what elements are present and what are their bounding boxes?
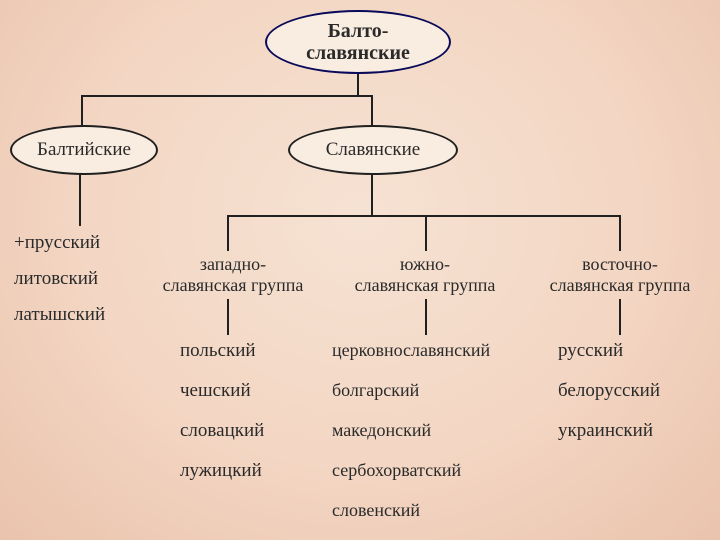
leaf-east_langs-0: русский	[558, 340, 623, 362]
leaf-south_langs-4: словенский	[332, 500, 420, 521]
leaf-baltic_langs-0: +прусский	[14, 232, 100, 254]
leaf-east_langs-2: украинский	[558, 420, 653, 442]
leaf-baltic_langs-1: литовский	[14, 268, 98, 290]
leaf-west_langs-0: польский	[180, 340, 256, 362]
leaf-east_langs-1: белорусский	[558, 380, 660, 402]
group-label-south: южно- славянская группа	[330, 254, 520, 295]
leaf-south_langs-3: сербохорватский	[332, 460, 461, 481]
leaf-south_langs-1: болгарский	[332, 380, 419, 401]
leaf-west_langs-1: чешский	[180, 380, 251, 402]
group-label-west: западно- славянская группа	[138, 254, 328, 295]
leaf-south_langs-0: церковнославянский	[332, 340, 490, 361]
leaf-west_langs-3: лужицкий	[180, 460, 262, 482]
leaf-south_langs-2: македонский	[332, 420, 431, 441]
group-label-east: восточно- славянская группа	[525, 254, 715, 295]
leaf-west_langs-2: словацкий	[180, 420, 264, 442]
leaf-baltic_langs-2: латышский	[14, 304, 105, 326]
